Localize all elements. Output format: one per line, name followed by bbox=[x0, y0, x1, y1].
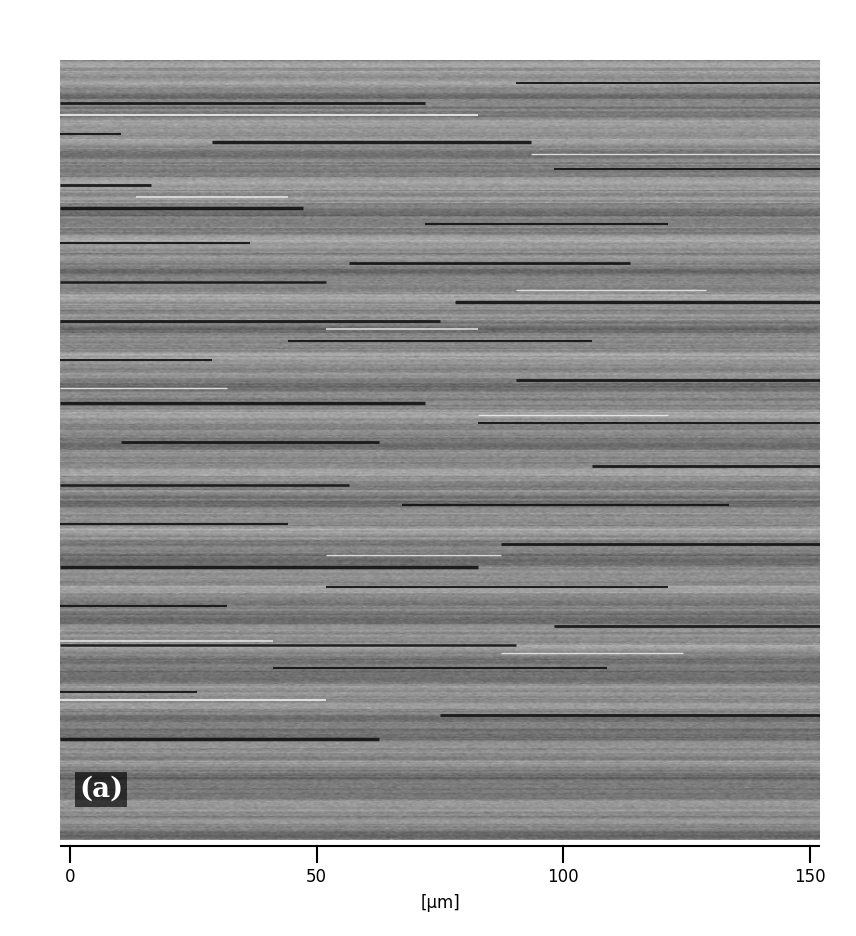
Text: [μm]: [μm] bbox=[420, 894, 460, 912]
Text: 100: 100 bbox=[548, 868, 580, 886]
Text: 50: 50 bbox=[306, 868, 327, 886]
Text: 0: 0 bbox=[64, 868, 75, 886]
Text: 150: 150 bbox=[794, 868, 826, 886]
Text: (a): (a) bbox=[79, 776, 123, 803]
